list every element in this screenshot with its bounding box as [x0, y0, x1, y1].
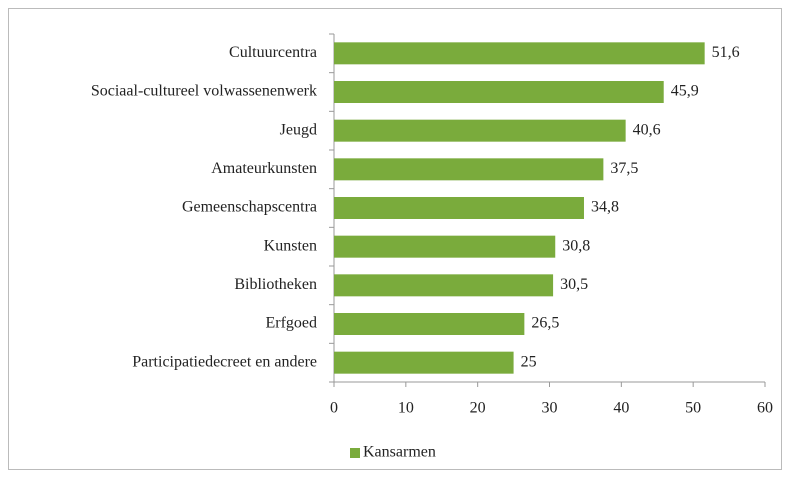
- x-tick-label: 0: [330, 400, 338, 417]
- data-label: 30,5: [560, 276, 588, 293]
- bar: [334, 42, 705, 65]
- y-tick-label: Erfgoed: [265, 315, 317, 332]
- x-tick-label: 50: [685, 400, 701, 417]
- data-label: 30,8: [562, 237, 590, 254]
- legend-label: Kansarmen: [363, 444, 436, 461]
- y-tick-label: Participatiedecreet en andere: [132, 353, 317, 370]
- bar: [334, 158, 604, 181]
- data-label: 40,6: [633, 121, 661, 138]
- data-label: 37,5: [610, 160, 638, 177]
- data-label: 25: [521, 353, 537, 370]
- y-tick-label: Bibliotheken: [234, 276, 317, 293]
- data-label: 51,6: [712, 44, 740, 61]
- y-tick-label: Kunsten: [264, 237, 317, 254]
- bar: [334, 119, 626, 142]
- x-tick-label: 30: [542, 400, 558, 417]
- legend-swatch: [350, 448, 360, 458]
- y-tick-label: Sociaal-cultureel volwassenenwerk: [91, 83, 317, 100]
- x-tick-label: 10: [398, 400, 414, 417]
- x-tick-label: 40: [613, 400, 629, 417]
- bar: [334, 274, 554, 297]
- bar: [334, 81, 664, 103]
- data-label: 34,8: [591, 199, 619, 216]
- y-tick-label: Amateurkunsten: [211, 160, 317, 177]
- y-tick-label: Cultuurcentra: [229, 44, 317, 61]
- bar: [334, 351, 514, 374]
- data-label: 26,5: [531, 315, 559, 332]
- data-label: 45,9: [671, 83, 699, 100]
- bar: [334, 235, 556, 258]
- y-tick-label: Gemeenschapscentra: [182, 199, 317, 216]
- bar: [334, 313, 525, 335]
- x-tick-label: 20: [470, 400, 486, 417]
- x-tick-label: 60: [757, 400, 773, 417]
- y-tick-label: Jeugd: [280, 121, 317, 138]
- bar: [334, 197, 584, 219]
